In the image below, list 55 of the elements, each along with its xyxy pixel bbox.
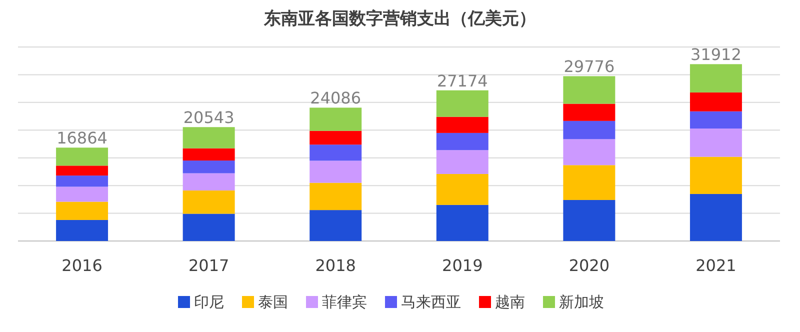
bar — [56, 166, 108, 176]
bar — [436, 116, 488, 133]
bar — [690, 128, 742, 157]
bar — [690, 64, 742, 92]
bar — [56, 176, 108, 187]
bar — [690, 194, 742, 241]
x-tick-label: 2016 — [62, 256, 102, 275]
bar — [310, 130, 362, 145]
annotation: 29776 — [564, 57, 615, 76]
bar — [310, 160, 362, 183]
legend-label: 新加坡 — [559, 293, 604, 311]
bar — [310, 182, 362, 210]
bar — [436, 204, 488, 241]
bar — [563, 104, 616, 121]
annotation: 20543 — [183, 108, 234, 128]
x-tick-label: 2019 — [442, 256, 483, 275]
annotation: 31912 — [690, 45, 742, 64]
bar — [563, 120, 616, 140]
bar — [436, 174, 488, 205]
bar — [563, 139, 616, 166]
legend-label: 菲律宾 — [322, 293, 367, 311]
bar — [690, 92, 742, 112]
bar — [182, 160, 235, 174]
chart-title: 东南亚各国数字营销支出（亿美元） — [263, 9, 536, 29]
bar — [182, 173, 235, 190]
legend-label: 泰国 — [258, 293, 288, 311]
bar — [563, 165, 616, 200]
x-tick-label: 2021 — [696, 256, 736, 275]
x-tick-label: 2020 — [568, 256, 610, 275]
bar — [436, 90, 488, 117]
legend-label: 马来西亚 — [401, 293, 461, 311]
bar — [310, 108, 362, 131]
bar — [310, 144, 362, 161]
annotation: 27174 — [436, 71, 488, 90]
bar — [182, 214, 235, 241]
bar — [310, 210, 362, 241]
bar — [56, 202, 108, 220]
bar — [563, 200, 616, 241]
x-tick-label: 2017 — [188, 256, 230, 275]
bar — [182, 127, 235, 148]
bar — [182, 148, 235, 161]
bar — [690, 156, 742, 194]
x-tick-label: 2018 — [315, 256, 356, 275]
annotation: 24086 — [310, 88, 362, 108]
bar — [56, 148, 108, 166]
bar — [563, 76, 616, 104]
bar — [436, 132, 488, 150]
bar — [56, 220, 108, 241]
legend-label: 印尼 — [194, 293, 224, 311]
bar — [182, 190, 235, 214]
bar — [690, 111, 742, 129]
bar — [436, 150, 488, 174]
legend-label: 越南 — [495, 293, 525, 311]
bar — [56, 186, 108, 202]
annotation: 16864 — [56, 128, 108, 148]
